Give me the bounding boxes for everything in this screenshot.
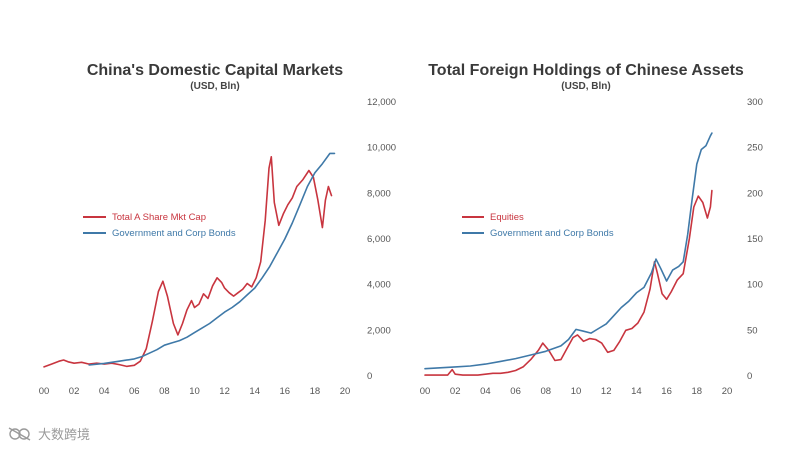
left-y-tick-label: 10,000 — [367, 143, 396, 154]
right-x-tick-label: 18 — [692, 386, 703, 397]
right-series-line-blue — [424, 132, 713, 370]
left-chart-title: China's Domestic Capital Markets — [87, 62, 343, 79]
right-x-tick-label: 00 — [420, 386, 431, 397]
left-legend-label-bonds: Government and Corp Bonds — [112, 228, 236, 239]
right-x-tick-label: 14 — [631, 386, 642, 397]
right-y-tick-label: 100 — [747, 280, 763, 291]
left-series-line-blue — [88, 152, 336, 366]
left-y-axis: 0 2,000 4,000 6,000 8,000 10,000 12,000 — [367, 97, 396, 382]
right-x-tick-label: 06 — [510, 386, 521, 397]
left-x-tick-label: 04 — [99, 386, 110, 397]
right-y-tick-label: 300 — [747, 97, 763, 108]
right-y-axis: 0 50 100 150 200 250 300 — [747, 97, 763, 382]
watermark-logo-icon — [8, 427, 31, 441]
left-x-tick-label: 12 — [219, 386, 230, 397]
left-y-tick-label: 12,000 — [367, 97, 396, 108]
right-legend-label-bonds: Government and Corp Bonds — [490, 228, 614, 239]
left-chart: China's Domestic Capital Markets (USD, B… — [39, 62, 396, 397]
left-legend-label-market-cap: Total A Share Mkt Cap — [112, 212, 206, 223]
right-legend: Equities Government and Corp Bonds — [462, 212, 614, 239]
left-x-tick-label: 00 — [39, 386, 50, 397]
right-chart-title: Total Foreign Holdings of Chinese Assets — [428, 62, 744, 79]
left-y-tick-label: 2,000 — [367, 325, 391, 336]
left-y-tick-label: 4,000 — [367, 280, 391, 291]
left-x-tick-label: 20 — [340, 386, 351, 397]
left-x-tick-label: 18 — [310, 386, 321, 397]
right-x-tick-label: 08 — [541, 386, 552, 397]
right-x-tick-label: 16 — [661, 386, 672, 397]
right-x-tick-label: 12 — [601, 386, 612, 397]
right-series-line-red — [424, 189, 713, 376]
left-x-tick-label: 16 — [280, 386, 291, 397]
left-x-tick-label: 06 — [129, 386, 140, 397]
right-x-tick-label: 02 — [450, 386, 461, 397]
right-y-tick-label: 150 — [747, 234, 763, 245]
left-legend: Total A Share Mkt Cap Government and Cor… — [83, 212, 236, 239]
left-x-tick-label: 14 — [249, 386, 260, 397]
right-y-tick-label: 200 — [747, 188, 763, 199]
right-x-axis: 00 02 04 06 08 10 12 14 16 18 20 — [420, 386, 733, 397]
right-plot-area — [424, 132, 713, 376]
right-chart-subtitle: (USD, Bln) — [561, 81, 610, 92]
left-y-tick-label: 0 — [367, 371, 372, 382]
left-x-tick-label: 08 — [159, 386, 170, 397]
right-y-tick-label: 50 — [747, 325, 758, 336]
right-x-tick-label: 20 — [722, 386, 733, 397]
left-y-tick-label: 6,000 — [367, 234, 391, 245]
right-y-tick-label: 0 — [747, 371, 752, 382]
left-y-tick-label: 8,000 — [367, 188, 391, 199]
right-legend-label-equities: Equities — [490, 212, 524, 223]
left-chart-subtitle: (USD, Bln) — [190, 81, 239, 92]
watermark: 大数跨境 — [8, 427, 90, 443]
right-x-tick-label: 10 — [571, 386, 582, 397]
left-x-tick-label: 02 — [69, 386, 80, 397]
right-x-tick-label: 04 — [480, 386, 491, 397]
left-x-tick-label: 10 — [189, 386, 200, 397]
left-x-axis: 00 02 04 06 08 10 12 14 16 18 20 — [39, 386, 351, 397]
right-y-tick-label: 250 — [747, 143, 763, 154]
right-chart: Total Foreign Holdings of Chinese Assets… — [420, 62, 763, 397]
left-series-line-red — [43, 156, 333, 368]
watermark-text: 大数跨境 — [38, 428, 90, 443]
left-plot-area — [43, 152, 336, 368]
